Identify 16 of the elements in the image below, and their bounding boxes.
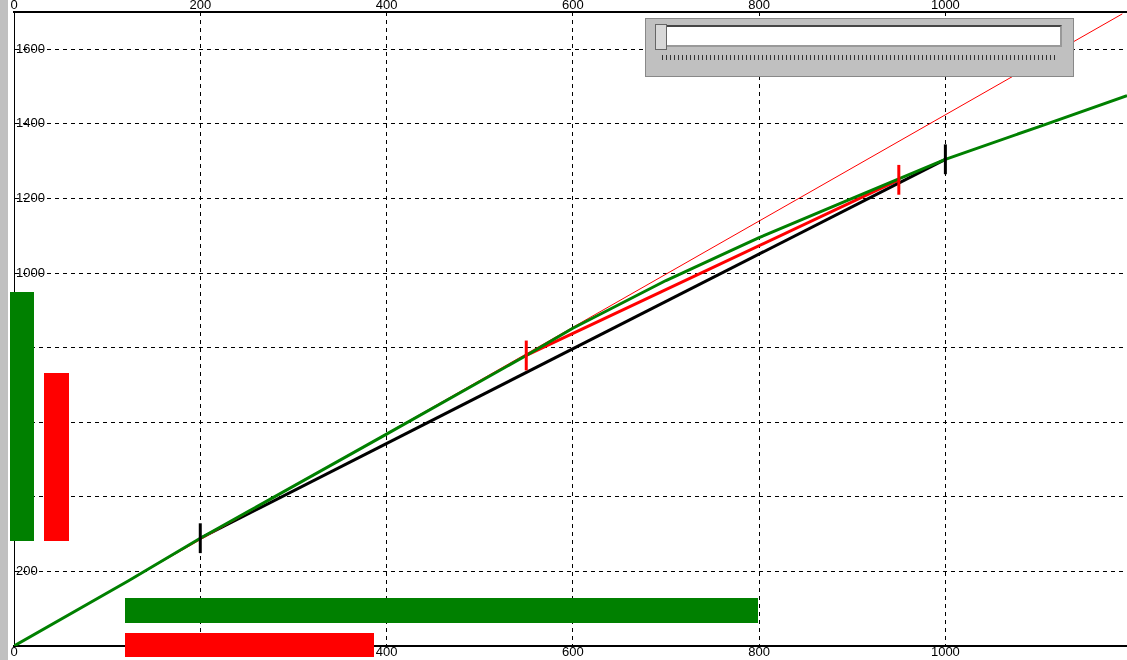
y-tick-label: 1000 <box>16 264 45 280</box>
x2-tick-label: 800 <box>748 0 770 13</box>
x2-tick-label: 600 <box>561 0 584 13</box>
x2-tick-label: 0 <box>10 0 18 13</box>
y-tick-label: 1200 <box>16 190 45 206</box>
x-tick-label: 800 <box>748 643 770 659</box>
x2-tick-label: 200 <box>189 0 212 13</box>
x-tick-label: 0 <box>10 643 18 659</box>
x-tick-label: 400 <box>375 643 398 659</box>
y-tick-label: 1400 <box>16 115 45 131</box>
y-tick-label: 1600 <box>16 40 45 56</box>
x2-tick-label: 1000 <box>930 0 960 13</box>
y-tick-label: 200 <box>16 562 38 578</box>
x-tick-label: 600 <box>561 643 584 659</box>
x-tick-label: 1000 <box>930 643 960 659</box>
x2-tick-label: 400 <box>375 0 398 13</box>
